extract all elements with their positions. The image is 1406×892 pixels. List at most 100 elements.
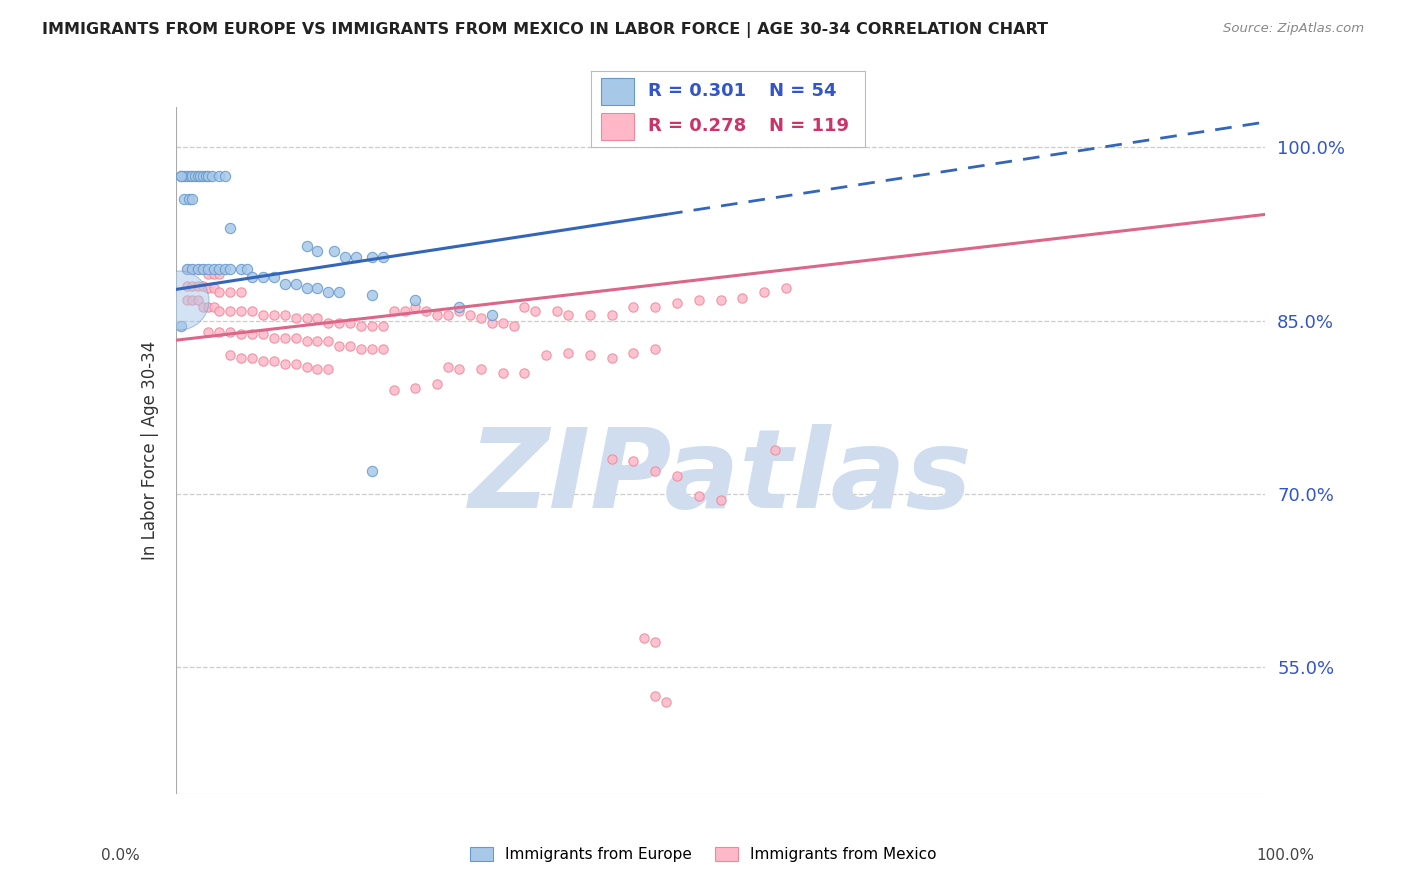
Point [437,308,460,322]
Point [579,348,602,362]
Point [191,261,214,276]
Text: IMMIGRANTS FROM EUROPE VS IMMIGRANTS FROM MEXICO IN LABOR FORCE | AGE 30-34 CORR: IMMIGRANTS FROM EUROPE VS IMMIGRANTS FRO… [42,22,1049,38]
Point [202,261,225,276]
Point [208,261,231,276]
Point [170,319,193,334]
Point [170,169,193,184]
Point [235,261,257,276]
Text: R = 0.301: R = 0.301 [648,82,747,101]
Point [197,281,219,295]
Point [181,169,204,184]
Point [328,316,350,330]
Point [644,689,666,703]
Point [191,169,214,184]
Point [176,261,198,276]
Text: 100.0%: 100.0% [1257,848,1315,863]
Point [179,169,201,184]
Point [191,261,214,276]
Point [214,261,236,276]
Point [284,311,307,326]
Point [263,269,285,284]
Point [621,346,644,360]
Point [579,308,602,322]
Point [775,281,797,295]
Point [371,250,394,264]
Point [219,221,242,235]
Point [191,279,214,293]
Point [644,343,666,357]
Point [252,327,274,342]
Point [360,319,382,334]
Point [295,238,318,252]
Point [600,308,623,322]
Point [621,454,644,468]
Point [666,296,689,310]
Point [181,293,204,307]
Point [382,383,405,397]
Point [318,334,340,349]
Point [382,304,405,318]
Point [371,343,394,357]
Point [426,308,449,322]
Point [644,464,666,478]
Point [197,169,219,184]
Point [208,268,231,282]
Point [219,261,242,276]
Point [202,281,225,295]
Point [197,300,219,314]
Point [546,304,568,318]
Bar [602,78,634,104]
Point [307,281,329,295]
Point [195,169,218,184]
Point [360,464,382,478]
Point [197,268,219,282]
Point [557,308,579,322]
Point [763,442,786,457]
Point [186,261,209,276]
Point [328,339,350,353]
Point [405,380,427,394]
Point [437,359,460,374]
Point [231,304,253,318]
Point [644,634,666,648]
Point [447,304,470,318]
Point [274,277,297,291]
Point [208,169,231,184]
Point [177,193,200,207]
Point [167,293,190,307]
Point [188,169,211,184]
Point [231,327,253,342]
Point [252,308,274,322]
Point [184,169,207,184]
Point [191,300,214,314]
Point [274,358,297,372]
Point [214,169,236,184]
Point [295,311,318,326]
Point [176,279,198,293]
Point [284,358,307,372]
Point [295,359,318,374]
Point [186,261,209,276]
Point [263,354,285,368]
Point [339,339,361,353]
Point [322,244,344,259]
Point [557,346,579,360]
Point [600,452,623,467]
Point [371,319,394,334]
Text: Source: ZipAtlas.com: Source: ZipAtlas.com [1223,22,1364,36]
Point [263,308,285,322]
Text: ZIPatlas: ZIPatlas [468,425,973,532]
Point [731,291,754,305]
Point [181,261,204,276]
Point [284,277,307,291]
Point [219,325,242,339]
Point [633,631,655,645]
Text: N = 54: N = 54 [769,82,837,101]
Point [295,281,318,295]
Point [186,169,209,184]
Point [252,269,274,284]
Point [318,362,340,376]
Point [240,269,263,284]
Point [201,169,224,184]
Text: 0.0%: 0.0% [101,848,141,863]
